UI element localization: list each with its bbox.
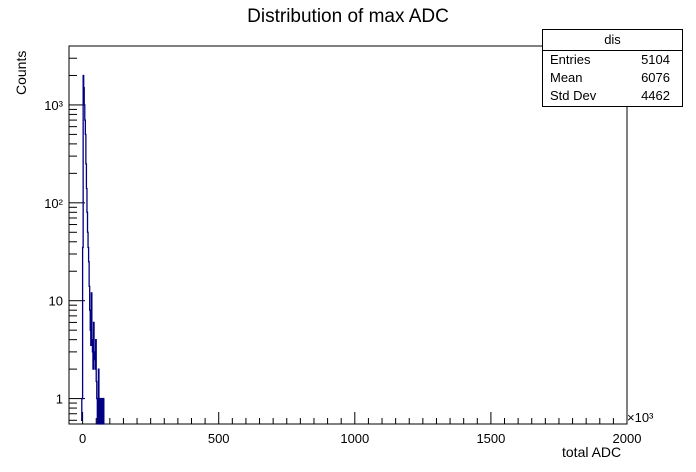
x-tick-label: 500 [208, 431, 230, 446]
chart-title: Distribution of max ADC [247, 6, 449, 27]
stats-label: Std Dev [550, 88, 597, 103]
stats-value: 4462 [641, 88, 670, 103]
stats-title: dis [543, 30, 682, 51]
stats-row-stddev: Std Dev 4462 [543, 87, 682, 105]
stats-value: 5104 [641, 52, 670, 67]
stats-row-mean: Mean 6076 [543, 69, 682, 87]
stats-value: 6076 [641, 70, 670, 85]
y-tick-label: 10² [44, 196, 63, 211]
plot-frame [68, 45, 628, 425]
stats-row-entries: Entries 5104 [543, 51, 682, 69]
stats-label: Mean [550, 70, 583, 85]
stats-label: Entries [550, 52, 591, 67]
y-tick-label: 10 [49, 294, 63, 309]
x-tick-label: 2000 [613, 431, 642, 446]
stats-box: dis Entries 5104 Mean 6076 Std Dev 4462 [542, 29, 683, 107]
histogram-line [80, 74, 105, 425]
x-tick-label: 1500 [476, 431, 505, 446]
x-axis-label: total ADC [562, 444, 622, 460]
y-tick-label: 1 [56, 392, 63, 407]
y-tick-label: 10³ [44, 98, 63, 113]
x-tick-label: 1000 [340, 431, 369, 446]
y-axis-label: Counts [13, 50, 29, 95]
x-multiplier-label: ×10³ [627, 410, 654, 425]
x-tick-label: 0 [79, 431, 86, 446]
